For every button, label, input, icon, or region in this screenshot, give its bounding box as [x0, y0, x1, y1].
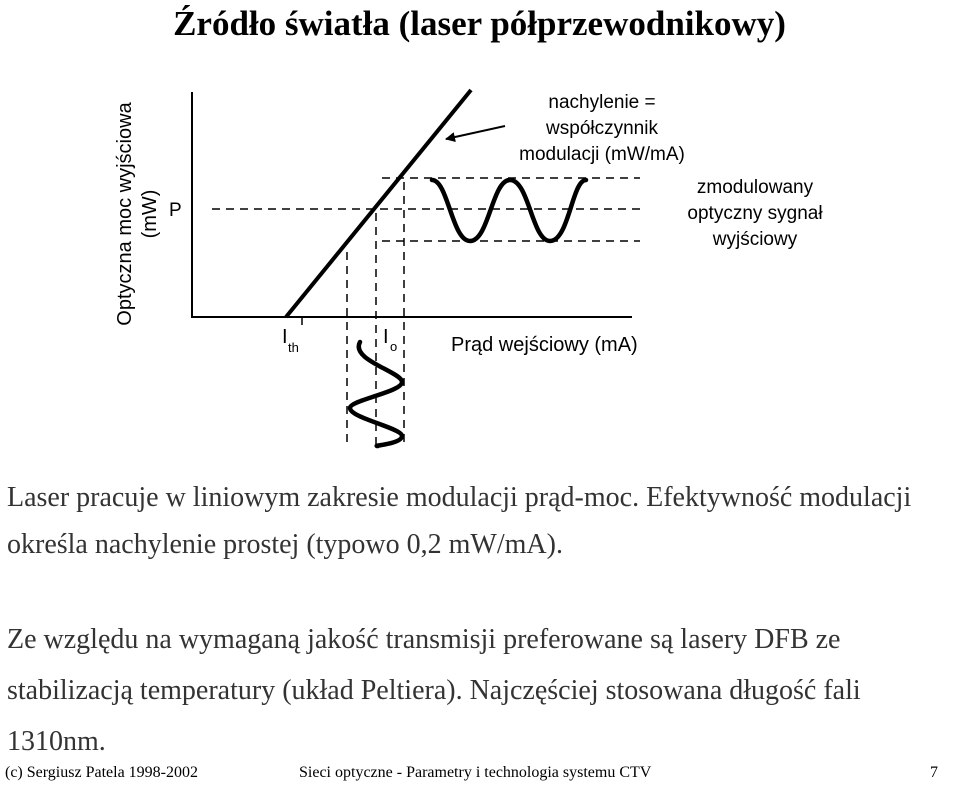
- io-label: I: [383, 326, 389, 348]
- slope-label-line1: nachylenie =: [548, 92, 655, 113]
- p-label: P: [169, 200, 182, 221]
- paragraph-modulation: Laser pracuje w liniowym zakresie modula…: [7, 482, 912, 560]
- output-label-line3: wyjściowy: [712, 229, 798, 250]
- slope-label-line2: współczynnik: [545, 118, 658, 139]
- input-signal-wave: [347, 339, 405, 449]
- dashed-guides: [212, 177, 640, 448]
- laser-characteristic-diagram: Optyczna moc wyjściowa (mW) P I th I o P…: [114, 88, 823, 449]
- paragraph-dfb-lasers: Ze względu na wymaganą jakość transmisji…: [7, 624, 861, 757]
- slope-arrow: [445, 125, 506, 142]
- y-axis-label-line2: (mW): [139, 190, 161, 239]
- footer-copyright: (c) Sergiusz Patela 1998-2002: [5, 764, 198, 781]
- output-label-line1: zmodulowany: [697, 177, 814, 198]
- footer-page-number: 7: [930, 764, 938, 781]
- output-label-line2: optyczny sygnał: [687, 203, 823, 224]
- ith-label: I: [282, 326, 288, 348]
- footer-course-title: Sieci optyczne - Parametry i technologia…: [299, 764, 652, 781]
- slide-title: Źródło światła (laser półprzewodnikowy): [173, 4, 786, 43]
- x-axis-label: Prąd wejściowy (mA): [451, 334, 638, 356]
- ith-subscript: th: [288, 340, 299, 355]
- y-axis-label-line1: Optyczna moc wyjściowa: [114, 101, 136, 325]
- io-subscript: o: [390, 339, 397, 354]
- slope-label-line3: modulacji (mW/mA): [519, 144, 685, 165]
- output-signal-wave: [429, 177, 589, 244]
- characteristic-line: [284, 88, 473, 319]
